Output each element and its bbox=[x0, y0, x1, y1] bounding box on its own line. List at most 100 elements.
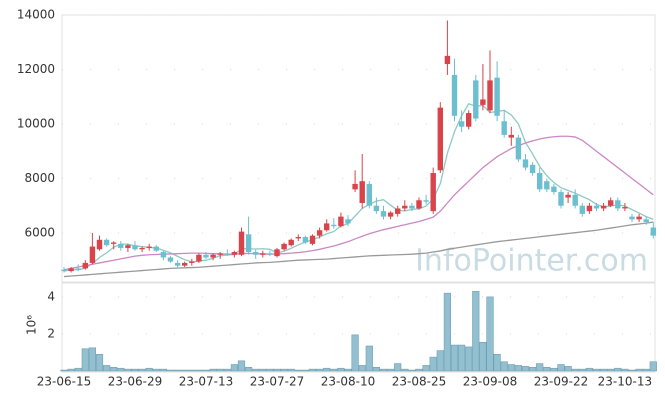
volume-bar bbox=[110, 366, 118, 372]
candle-body bbox=[196, 254, 202, 262]
candle-body bbox=[331, 224, 337, 227]
volume-bar bbox=[273, 368, 281, 372]
candle-body bbox=[373, 205, 380, 212]
candle-body bbox=[281, 243, 287, 250]
volume-bar bbox=[578, 368, 586, 372]
candle-body bbox=[288, 239, 294, 246]
volume-bar bbox=[450, 344, 459, 372]
candle-body bbox=[224, 253, 230, 255]
candle-body bbox=[643, 219, 649, 223]
volume-bar bbox=[344, 368, 352, 372]
candle-body bbox=[182, 262, 188, 266]
volume-bar bbox=[230, 364, 239, 372]
volume-bar bbox=[621, 368, 629, 372]
candle-body bbox=[203, 254, 209, 258]
candle-body bbox=[103, 239, 110, 246]
candle-body bbox=[487, 80, 493, 111]
candle-body bbox=[423, 200, 429, 202]
candle-body bbox=[437, 107, 443, 171]
volume-bar bbox=[528, 366, 537, 372]
candle-body bbox=[593, 205, 600, 209]
x-tick-label: 23-06-15 bbox=[37, 375, 91, 389]
volume-bar bbox=[635, 368, 643, 372]
candle-body bbox=[111, 242, 117, 244]
volume-bar bbox=[287, 368, 295, 372]
volume-bar bbox=[493, 354, 501, 372]
candle-body bbox=[480, 99, 486, 105]
candle-body bbox=[551, 186, 557, 193]
candle-body bbox=[622, 207, 628, 209]
x-tick-label: 23-08-25 bbox=[392, 375, 446, 389]
candle-body bbox=[153, 246, 159, 251]
volume-bar bbox=[479, 341, 487, 372]
candle-body bbox=[316, 230, 323, 236]
candle-body bbox=[473, 80, 479, 119]
candle-body bbox=[650, 227, 656, 236]
volume-bar bbox=[237, 360, 246, 372]
volume-bar bbox=[266, 368, 274, 372]
volume-bar bbox=[592, 368, 601, 372]
y-tick-label: 8000 bbox=[24, 171, 55, 185]
volume-bar bbox=[188, 369, 196, 372]
volume-bar bbox=[74, 367, 82, 372]
candle-body bbox=[537, 173, 543, 190]
candle-body bbox=[529, 164, 536, 174]
candle-body bbox=[174, 262, 181, 266]
candle-body bbox=[444, 55, 451, 65]
volume-bar bbox=[607, 368, 615, 372]
candle-body bbox=[89, 246, 96, 263]
price-panel bbox=[61, 14, 656, 283]
volume-bar bbox=[386, 368, 395, 372]
x-tick-label: 23-07-27 bbox=[250, 375, 304, 389]
candle-body bbox=[217, 253, 223, 255]
candle-body bbox=[458, 121, 465, 127]
candle-body bbox=[629, 216, 635, 220]
x-tick-label: 23-08-10 bbox=[321, 375, 375, 389]
volume-bar bbox=[159, 368, 168, 372]
candle-body bbox=[395, 208, 401, 214]
volume-bar bbox=[614, 367, 622, 372]
volume-bar bbox=[131, 368, 139, 372]
volume-bar bbox=[202, 369, 210, 372]
candle-body bbox=[231, 252, 238, 255]
volume-bar bbox=[245, 366, 253, 372]
y-tick-label: 12000 bbox=[17, 62, 55, 76]
candle-body bbox=[522, 159, 529, 168]
volume-bar bbox=[323, 367, 331, 372]
volume-axis-label: 10⁶ bbox=[25, 315, 39, 335]
watermark: InfoPointer.com bbox=[415, 244, 648, 279]
volume-bar bbox=[422, 365, 430, 372]
volume-bar bbox=[599, 368, 608, 372]
candle-body bbox=[579, 205, 585, 214]
candle-body bbox=[416, 200, 422, 209]
candle-body bbox=[451, 74, 458, 116]
volume-bar bbox=[436, 350, 444, 372]
candle-body bbox=[558, 192, 564, 206]
candle-body bbox=[430, 173, 436, 212]
volume-bar bbox=[117, 367, 125, 372]
volume-bar bbox=[628, 369, 636, 372]
volume-bar bbox=[557, 364, 565, 372]
volume-bar bbox=[514, 365, 522, 372]
candle-body bbox=[82, 262, 88, 269]
candle-body bbox=[118, 243, 124, 248]
candle-body bbox=[68, 268, 74, 272]
candle-body bbox=[238, 231, 245, 255]
candle-body bbox=[608, 200, 614, 206]
candle-body bbox=[260, 253, 266, 255]
candle-body bbox=[160, 252, 167, 258]
candle-body bbox=[61, 269, 67, 272]
volume-bar bbox=[95, 354, 104, 372]
volume-bar bbox=[223, 368, 231, 372]
volume-bar bbox=[401, 368, 409, 372]
candle-body bbox=[295, 237, 301, 239]
volume-bar bbox=[457, 344, 466, 372]
candle-body bbox=[359, 181, 365, 203]
volume-bar bbox=[103, 365, 111, 372]
moving-average-line bbox=[63, 103, 654, 272]
volume-bar bbox=[195, 369, 203, 372]
candle-body bbox=[409, 205, 415, 209]
volume-bar bbox=[642, 368, 650, 372]
